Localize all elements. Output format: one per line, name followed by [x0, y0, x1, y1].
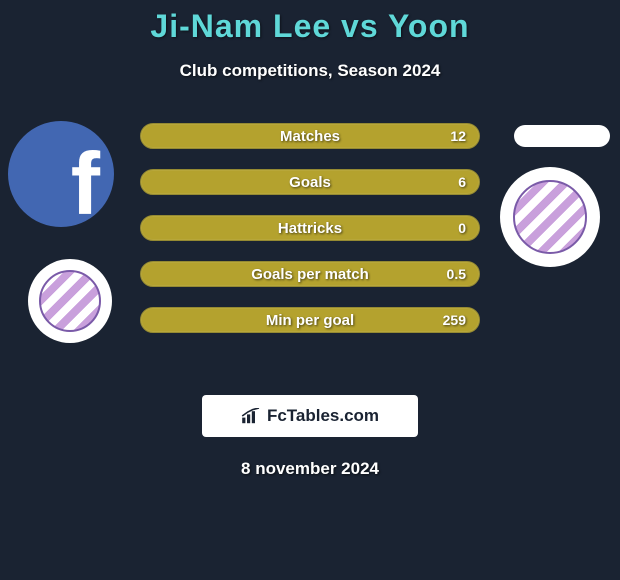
player-right-avatar — [514, 125, 610, 147]
stat-bar: Hattricks 0 — [140, 215, 480, 241]
chart-icon — [241, 408, 261, 424]
stat-bar: Min per goal 259 — [140, 307, 480, 333]
stats-area: f Matches 12 Goals 6 Hattricks 0 Goals per mat… — [0, 123, 620, 383]
stat-bar: Goals per match 0.5 — [140, 261, 480, 287]
facebook-icon: f — [71, 133, 100, 227]
logo-text: FcTables.com — [267, 406, 379, 426]
subtitle: Club competitions, Season 2024 — [0, 61, 620, 81]
bar-label: Matches — [280, 128, 340, 145]
bar-value: 0.5 — [447, 266, 466, 282]
bar-label: Hattricks — [278, 220, 342, 237]
player-left-avatar: f — [8, 121, 114, 227]
stat-bars: Matches 12 Goals 6 Hattricks 0 Goals per match… — [140, 123, 480, 353]
bar-value: 0 — [458, 220, 466, 236]
bar-value: 12 — [450, 128, 466, 144]
bar-value: 259 — [443, 312, 466, 328]
bar-label: Goals per match — [251, 266, 369, 283]
date-text: 8 november 2024 — [0, 459, 620, 479]
page-title: Ji-Nam Lee vs Yoon — [0, 8, 620, 45]
source-logo: FcTables.com — [202, 395, 418, 437]
bar-label: Goals — [289, 174, 331, 191]
club-crest-icon — [39, 270, 101, 332]
bar-value: 6 — [458, 174, 466, 190]
club-left-badge — [28, 259, 112, 343]
club-crest-icon — [513, 180, 587, 254]
club-right-badge — [500, 167, 600, 267]
bar-label: Min per goal — [266, 312, 354, 329]
comparison-card: Ji-Nam Lee vs Yoon Club competitions, Se… — [0, 0, 620, 479]
stat-bar: Matches 12 — [140, 123, 480, 149]
stat-bar: Goals 6 — [140, 169, 480, 195]
